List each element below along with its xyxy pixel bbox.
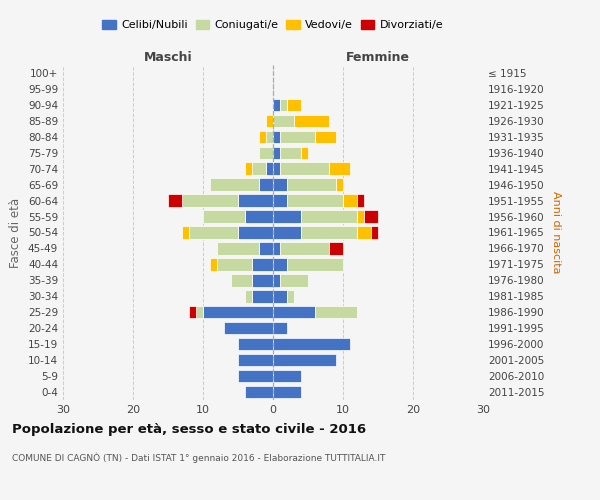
Bar <box>273 194 287 207</box>
Text: Femmine: Femmine <box>346 51 410 64</box>
Bar <box>280 274 308 286</box>
Bar <box>252 162 266 175</box>
Bar <box>287 194 343 207</box>
Bar <box>273 162 280 175</box>
Bar <box>203 306 273 318</box>
Bar <box>329 242 343 254</box>
Bar <box>280 130 315 143</box>
Bar <box>273 98 280 111</box>
Bar <box>273 210 301 223</box>
Bar <box>210 258 217 270</box>
Bar <box>287 178 336 191</box>
Bar <box>210 178 259 191</box>
Bar <box>315 306 357 318</box>
Bar <box>357 194 364 207</box>
Bar <box>301 210 357 223</box>
Bar <box>273 354 336 366</box>
Bar <box>238 370 273 382</box>
Bar <box>273 338 350 350</box>
Bar <box>280 98 287 111</box>
Bar <box>252 258 273 270</box>
Bar <box>301 146 308 159</box>
Bar <box>196 306 203 318</box>
Bar <box>259 146 273 159</box>
Bar <box>231 274 252 286</box>
Bar <box>273 114 294 127</box>
Bar <box>252 290 273 302</box>
Bar <box>273 322 287 334</box>
Bar <box>259 178 273 191</box>
Bar <box>266 162 273 175</box>
Bar <box>217 242 259 254</box>
Bar <box>329 162 350 175</box>
Bar <box>273 370 301 382</box>
Bar <box>266 114 273 127</box>
Bar <box>189 306 196 318</box>
Bar <box>266 130 273 143</box>
Legend: Celibi/Nubili, Coniugati/e, Vedovi/e, Divorziati/e: Celibi/Nubili, Coniugati/e, Vedovi/e, Di… <box>98 16 448 34</box>
Bar <box>189 226 238 238</box>
Bar <box>273 306 315 318</box>
Bar <box>259 242 273 254</box>
Bar <box>224 322 273 334</box>
Text: Maschi: Maschi <box>143 51 193 64</box>
Bar <box>245 386 273 398</box>
Bar <box>273 274 280 286</box>
Text: COMUNE DI CAGNÒ (TN) - Dati ISTAT 1° gennaio 2016 - Elaborazione TUTTITALIA.IT: COMUNE DI CAGNÒ (TN) - Dati ISTAT 1° gen… <box>12 452 385 463</box>
Bar <box>245 162 252 175</box>
Bar <box>168 194 182 207</box>
Bar <box>301 226 357 238</box>
Text: Popolazione per età, sesso e stato civile - 2016: Popolazione per età, sesso e stato civil… <box>12 422 366 436</box>
Bar <box>280 162 329 175</box>
Bar <box>203 210 245 223</box>
Bar <box>273 146 280 159</box>
Bar <box>287 98 301 111</box>
Bar <box>238 226 273 238</box>
Bar <box>273 258 287 270</box>
Bar <box>343 194 357 207</box>
Bar <box>259 130 266 143</box>
Bar <box>182 226 189 238</box>
Bar <box>287 258 343 270</box>
Bar <box>238 338 273 350</box>
Bar <box>273 242 280 254</box>
Bar <box>273 130 280 143</box>
Bar <box>273 386 301 398</box>
Bar <box>245 290 252 302</box>
Bar <box>280 242 329 254</box>
Y-axis label: Anni di nascita: Anni di nascita <box>551 191 561 274</box>
Bar <box>273 226 301 238</box>
Bar <box>287 290 294 302</box>
Bar <box>280 146 301 159</box>
Y-axis label: Fasce di età: Fasce di età <box>10 198 22 268</box>
Bar <box>238 194 273 207</box>
Bar <box>357 210 364 223</box>
Bar <box>336 178 343 191</box>
Bar <box>273 290 287 302</box>
Bar <box>273 178 287 191</box>
Bar <box>364 210 378 223</box>
Bar <box>252 274 273 286</box>
Bar <box>315 130 336 143</box>
Bar <box>357 226 371 238</box>
Bar <box>182 194 238 207</box>
Bar <box>238 354 273 366</box>
Bar <box>371 226 378 238</box>
Bar <box>245 210 273 223</box>
Bar <box>217 258 252 270</box>
Bar <box>294 114 329 127</box>
